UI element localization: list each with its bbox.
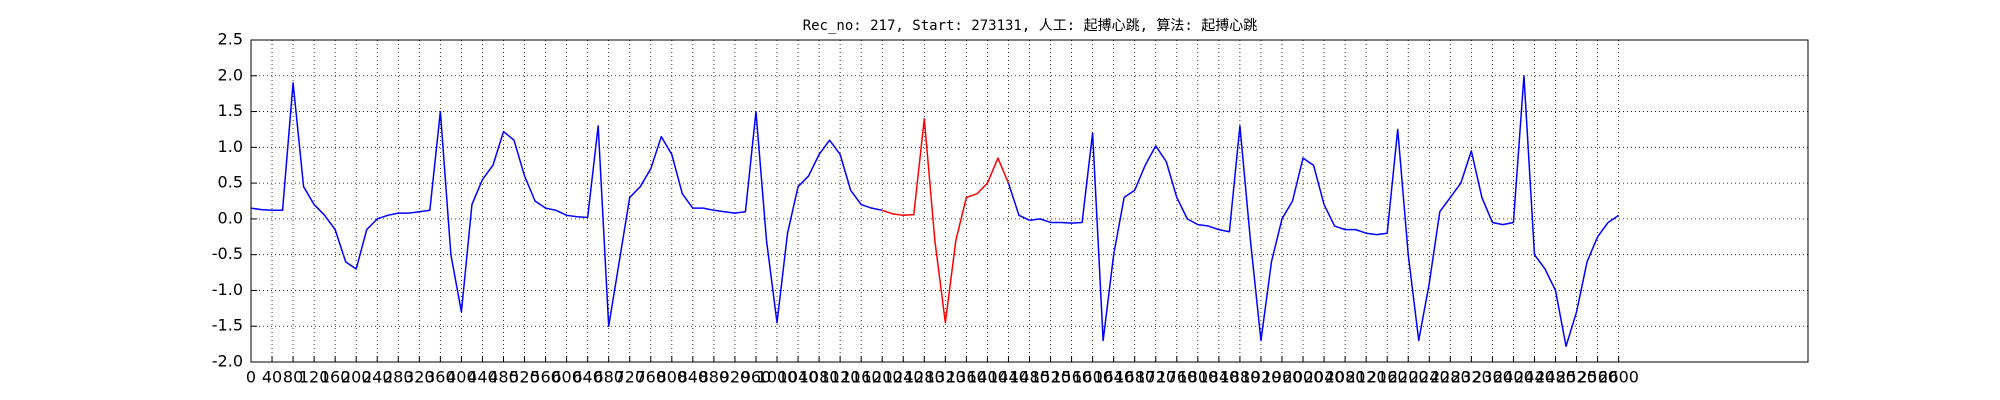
- x-tick-label: 2400: [1493, 368, 1534, 387]
- x-tick-label: 1840: [1199, 368, 1240, 387]
- x-tick-label: 1160: [841, 368, 882, 387]
- x-tick-label: 1480: [1009, 368, 1050, 387]
- x-tick-label: 360: [425, 368, 456, 387]
- x-tick-label: 880: [699, 368, 730, 387]
- x-tick-label: 840: [678, 368, 709, 387]
- x-tick-label: 0: [246, 368, 256, 387]
- x-tick-label: 920: [720, 368, 751, 387]
- x-tick-label: 320: [404, 368, 435, 387]
- x-tick-label: 1400: [967, 368, 1008, 387]
- x-tick-label: 800: [657, 368, 688, 387]
- x-tick-label: 1720: [1135, 368, 1176, 387]
- x-tick-label: 1920: [1241, 368, 1282, 387]
- ecg-line: [881, 117, 1010, 324]
- x-tick-label: 40: [262, 368, 282, 387]
- x-tick-label: 240: [362, 368, 393, 387]
- x-tick-label: 1880: [1220, 368, 1261, 387]
- x-tick-label: 680: [593, 368, 624, 387]
- x-tick-label: 1440: [988, 368, 1029, 387]
- x-tick-label: 960: [741, 368, 772, 387]
- x-tick-label: 1120: [820, 368, 861, 387]
- y-tick-label: -1.5: [212, 316, 243, 335]
- x-tick-label: 1800: [1177, 368, 1218, 387]
- x-tick-label: 1520: [1030, 368, 1071, 387]
- x-tick-label: 2600: [1598, 368, 1639, 387]
- x-tick-label: 2360: [1472, 368, 1513, 387]
- x-tick-label: 280: [383, 368, 414, 387]
- x-tick-label: 440: [467, 368, 498, 387]
- x-tick-label: 2040: [1304, 368, 1345, 387]
- x-tick-label: 1760: [1156, 368, 1197, 387]
- x-tick-label: 720: [614, 368, 645, 387]
- x-tick-label: 120: [299, 368, 330, 387]
- y-tick-label: 2.5: [218, 30, 243, 49]
- x-tick-label: 2200: [1388, 368, 1429, 387]
- x-tick-label: 1240: [883, 368, 924, 387]
- x-tick-label: 1200: [862, 368, 903, 387]
- x-tick-label: 2320: [1451, 368, 1492, 387]
- x-tick-label: 1080: [799, 368, 840, 387]
- x-tick-label: 200: [341, 368, 372, 387]
- x-tick-label: 2240: [1409, 368, 1450, 387]
- x-tick-label: 2120: [1346, 368, 1387, 387]
- x-tick-label: 2480: [1535, 368, 1576, 387]
- x-tick-label: 1000: [757, 368, 798, 387]
- x-tick-label: 2280: [1430, 368, 1471, 387]
- y-tick-label: 2.0: [218, 65, 243, 84]
- x-tick-label: 80: [283, 368, 303, 387]
- x-tick-label: 2440: [1514, 368, 1555, 387]
- x-tick-label: 760: [635, 368, 666, 387]
- x-tick-label: 1960: [1262, 368, 1303, 387]
- y-tick-label: 0.0: [218, 208, 243, 227]
- x-tick-label: 560: [530, 368, 561, 387]
- x-tick-label: 1600: [1072, 368, 1113, 387]
- y-tick-label: 0.5: [218, 173, 243, 192]
- chart-title: Rec_no: 217, Start: 273131, 人工: 起搏心跳, 算法…: [803, 17, 1258, 34]
- y-tick-label: -1.0: [212, 280, 243, 299]
- y-tick-label: -2.0: [212, 352, 243, 371]
- x-tick-label: 640: [572, 368, 603, 387]
- x-tick-label: 480: [488, 368, 519, 387]
- x-tick-label: 2160: [1367, 368, 1408, 387]
- x-tick-label: 160: [320, 368, 351, 387]
- ecg-line: [250, 75, 1620, 348]
- x-tick-label: 2000: [1283, 368, 1324, 387]
- y-tick-label: 1.5: [218, 101, 243, 120]
- x-tick-label: 1680: [1114, 368, 1155, 387]
- x-tick-label: 1560: [1051, 368, 1092, 387]
- y-tick-label: 1.0: [218, 137, 243, 156]
- x-tick-label: 2080: [1325, 368, 1366, 387]
- x-tick-label: 600: [551, 368, 582, 387]
- x-tick-label: 2560: [1577, 368, 1618, 387]
- x-tick-label: 1280: [904, 368, 945, 387]
- x-tick-label: 400: [446, 368, 477, 387]
- x-tick-label: 1320: [925, 368, 966, 387]
- x-tick-label: 1040: [778, 368, 819, 387]
- y-tick-label: -0.5: [212, 244, 243, 263]
- x-tick-label: 1640: [1093, 368, 1134, 387]
- x-tick-label: 520: [509, 368, 540, 387]
- plot-frame: [250, 39, 1809, 363]
- x-tick-label: 2520: [1556, 368, 1597, 387]
- x-tick-label: 1360: [946, 368, 987, 387]
